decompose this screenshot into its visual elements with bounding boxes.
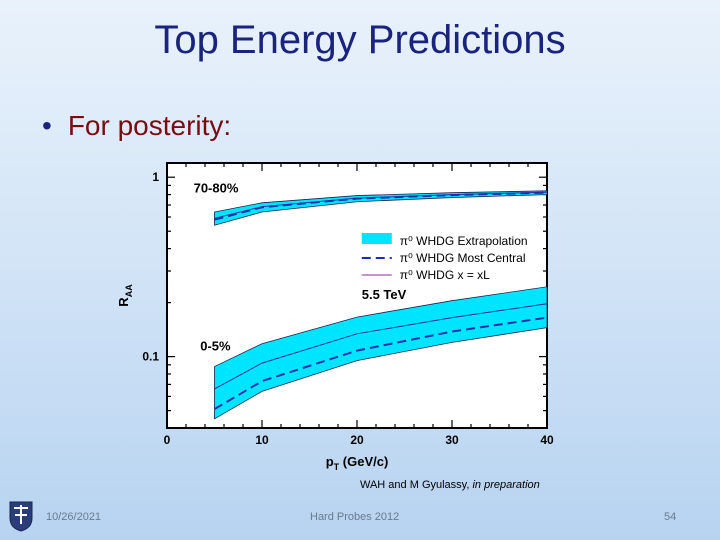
legend-entry: π⁰ WHDG Extrapolation <box>400 234 528 248</box>
university-crest-icon <box>9 501 33 532</box>
slide-title: Top Energy Predictions <box>154 18 566 62</box>
most-central-line-70-80% <box>214 191 548 221</box>
citation-status: in preparation <box>472 479 540 491</box>
bullet-text: For posterity: <box>67 110 232 141</box>
x-tick-label: 0 <box>164 433 171 447</box>
legend-band-swatch <box>361 233 392 244</box>
bullet-item: • For posterity: <box>42 110 231 142</box>
citation: WAH and M Gyulassy, in preparation <box>360 479 540 491</box>
most-central-line-0-5% <box>213 316 548 410</box>
legend-entry: π⁰ WHDG x = xL <box>400 268 490 282</box>
legend-entry: π⁰ WHDG Most Central <box>400 251 526 265</box>
y-tick-label: 0.1 <box>142 350 159 364</box>
energy-label: 5.5 TeV <box>362 287 407 302</box>
xl-line-0-5% <box>214 303 548 390</box>
annotation-70-80: 70-80% <box>194 181 239 196</box>
x-tick-label: 30 <box>445 433 459 447</box>
y-axis-label: RAA <box>116 284 134 307</box>
citation-authors: WAH and M Gyulassy, <box>360 479 473 491</box>
x-axis-label: pT (GeV/c) <box>326 454 389 472</box>
raa-chart: 0 10 20 30 40 1 0.1 pT (GeV/c) RAA 70-80% 0-5% π⁰ W… <box>116 162 554 472</box>
band-0-5% <box>214 286 548 420</box>
x-tick-label: 40 <box>540 433 554 447</box>
annotation-0-5: 0-5% <box>200 339 231 354</box>
y-tick-label: 1 <box>152 170 159 184</box>
x-tick-label: 20 <box>350 433 364 447</box>
page-number: 54 <box>664 511 677 523</box>
footer-event: Hard Probes 2012 <box>310 511 400 523</box>
footer-date: 10/26/2021 <box>46 511 102 523</box>
x-tick-label: 10 <box>255 433 269 447</box>
bullet-icon: • <box>42 110 52 141</box>
